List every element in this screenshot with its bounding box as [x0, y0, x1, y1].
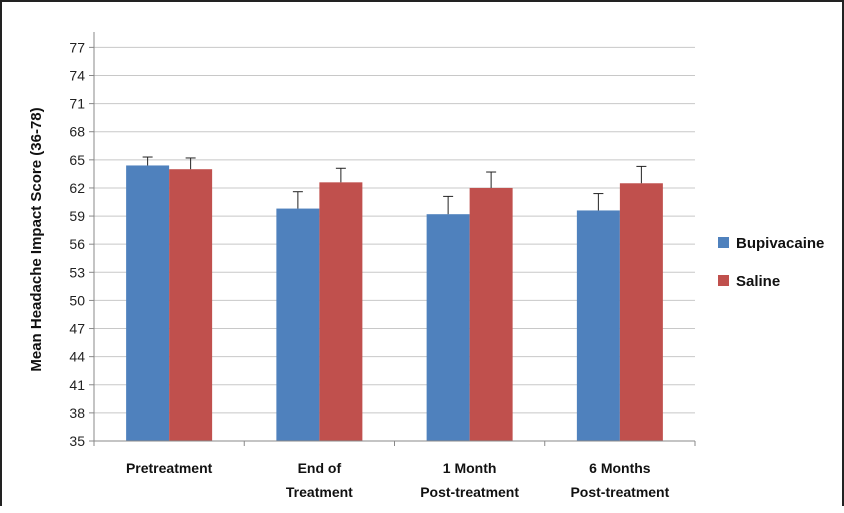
- y-tick-label: 41: [69, 377, 85, 393]
- y-axis-ticks: 35 38 41 44 47 50 53 56 59 62 65 68 71 74 77: [69, 39, 85, 449]
- bar-saline-3: [469, 187, 513, 441]
- bar-bupivacaine-3: [426, 214, 470, 441]
- bar-saline-4: [619, 183, 663, 441]
- bar-bupivacaine-1: [126, 165, 170, 442]
- y-tick-label: 50: [69, 292, 85, 308]
- legend-swatch-bupivacaine: [718, 237, 729, 248]
- legend-label-bupivacaine: Bupivacaine: [736, 235, 824, 252]
- bar-bupivacaine-2: [276, 208, 320, 441]
- y-tick-label: 35: [69, 433, 85, 449]
- x-category-label: Post-treatment: [420, 484, 519, 500]
- y-tick-label: 77: [69, 39, 85, 55]
- bar-saline-2: [319, 182, 363, 441]
- y-tick-label: 53: [69, 264, 85, 280]
- legend-swatch-saline: [718, 275, 729, 286]
- y-tick-label: 74: [69, 67, 85, 83]
- bars: [126, 156, 663, 442]
- y-tick-label: 59: [69, 208, 85, 224]
- bar-saline-1: [169, 169, 213, 442]
- axes: [89, 32, 696, 446]
- legend-label-saline: Saline: [736, 273, 780, 290]
- y-tick-label: 71: [69, 96, 85, 112]
- x-category-label: 6 Months: [589, 460, 651, 476]
- x-category-label: Pretreatment: [126, 460, 213, 476]
- y-tick-label: 44: [69, 349, 85, 365]
- y-tick-label: 38: [69, 405, 85, 421]
- x-axis-categories: Pretreatment End of Treatment 1 Month Post-t…: [126, 460, 670, 500]
- y-tick-label: 62: [69, 180, 85, 196]
- x-category-label: End of: [298, 460, 342, 476]
- y-tick-label: 65: [69, 152, 85, 168]
- x-category-label: Post-treatment: [570, 484, 669, 500]
- legend: Bupivacaine Saline: [718, 235, 824, 290]
- y-tick-label: 56: [69, 236, 85, 252]
- x-category-label: 1 Month: [443, 460, 497, 476]
- bar-bupivacaine-4: [576, 210, 620, 441]
- x-category-label: Treatment: [286, 484, 353, 500]
- y-tick-label: 47: [69, 321, 85, 337]
- y-tick-label: 68: [69, 124, 85, 140]
- y-axis-label: Mean Headache Impact Score (36-78): [28, 107, 45, 371]
